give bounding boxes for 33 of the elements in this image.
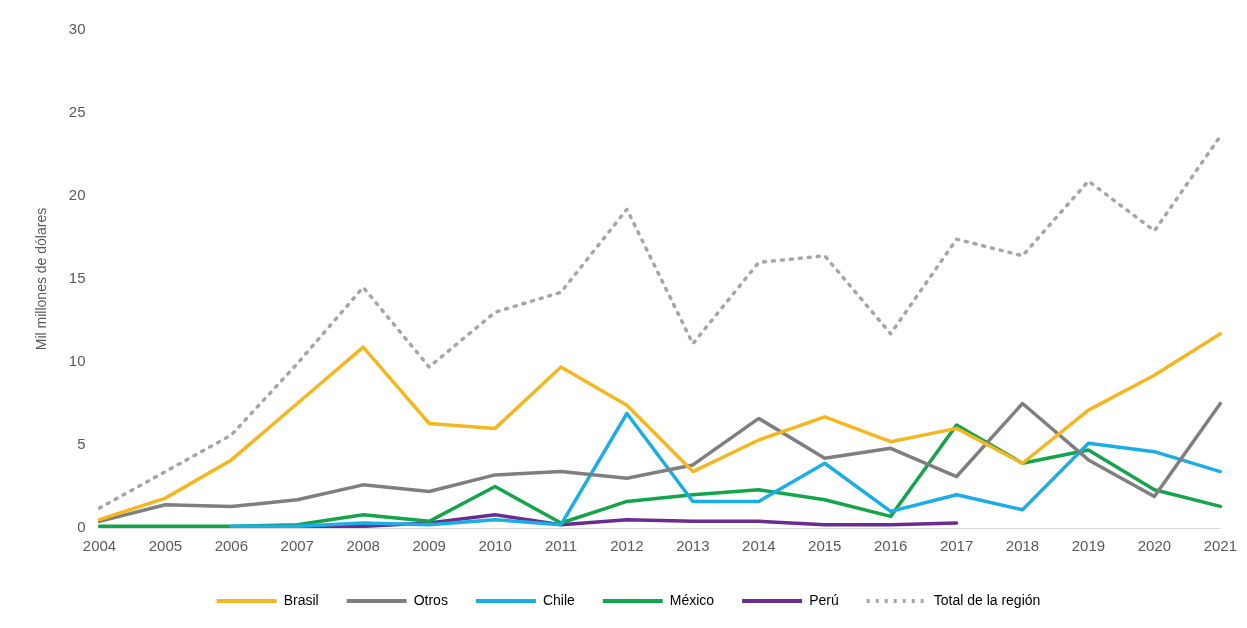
x-tick-label: 2005 xyxy=(148,537,183,555)
y-tick-label: 15 xyxy=(68,269,86,287)
x-tick-label: 2018 xyxy=(1005,537,1040,555)
x-tick-label: 2010 xyxy=(478,537,512,555)
x-tick-label: 2007 xyxy=(280,537,314,555)
legend-label: Otros xyxy=(413,591,448,608)
legend-label: Perú xyxy=(809,591,839,608)
legend-label: México xyxy=(669,591,715,608)
y-axis-title: Mil millones de dólares xyxy=(33,207,50,351)
x-tick-label: 2009 xyxy=(412,537,446,555)
x-tick-label: 2017 xyxy=(939,537,974,555)
x-tick-label: 2019 xyxy=(1071,537,1106,555)
x-tick-label: 2015 xyxy=(808,537,842,555)
x-tick-label: 2021 xyxy=(1203,537,1237,555)
x-tick-label: 2014 xyxy=(742,537,776,555)
x-tick-label: 2012 xyxy=(610,537,644,555)
y-tick-label: 20 xyxy=(68,186,86,204)
line-series xyxy=(97,134,1223,510)
legend-label: Brasil xyxy=(283,591,319,608)
y-tick-label: 0 xyxy=(77,518,86,536)
y-tick-label: 5 xyxy=(77,435,86,453)
x-tick-label: 2016 xyxy=(873,537,908,555)
legend-label: Total de la región xyxy=(933,591,1041,608)
x-tick-label: 2008 xyxy=(346,537,380,555)
y-tick-label: 30 xyxy=(68,20,86,38)
x-tick-label: 2006 xyxy=(214,537,249,555)
x-tick-label: 2020 xyxy=(1137,537,1172,555)
y-tick-label: 25 xyxy=(68,103,86,121)
x-tick-label: 2013 xyxy=(676,537,710,555)
x-tick-label: 2011 xyxy=(544,537,578,555)
y-tick-label: 10 xyxy=(68,352,86,370)
legend-label: Chile xyxy=(542,591,576,608)
x-tick-label: 2004 xyxy=(82,537,117,555)
